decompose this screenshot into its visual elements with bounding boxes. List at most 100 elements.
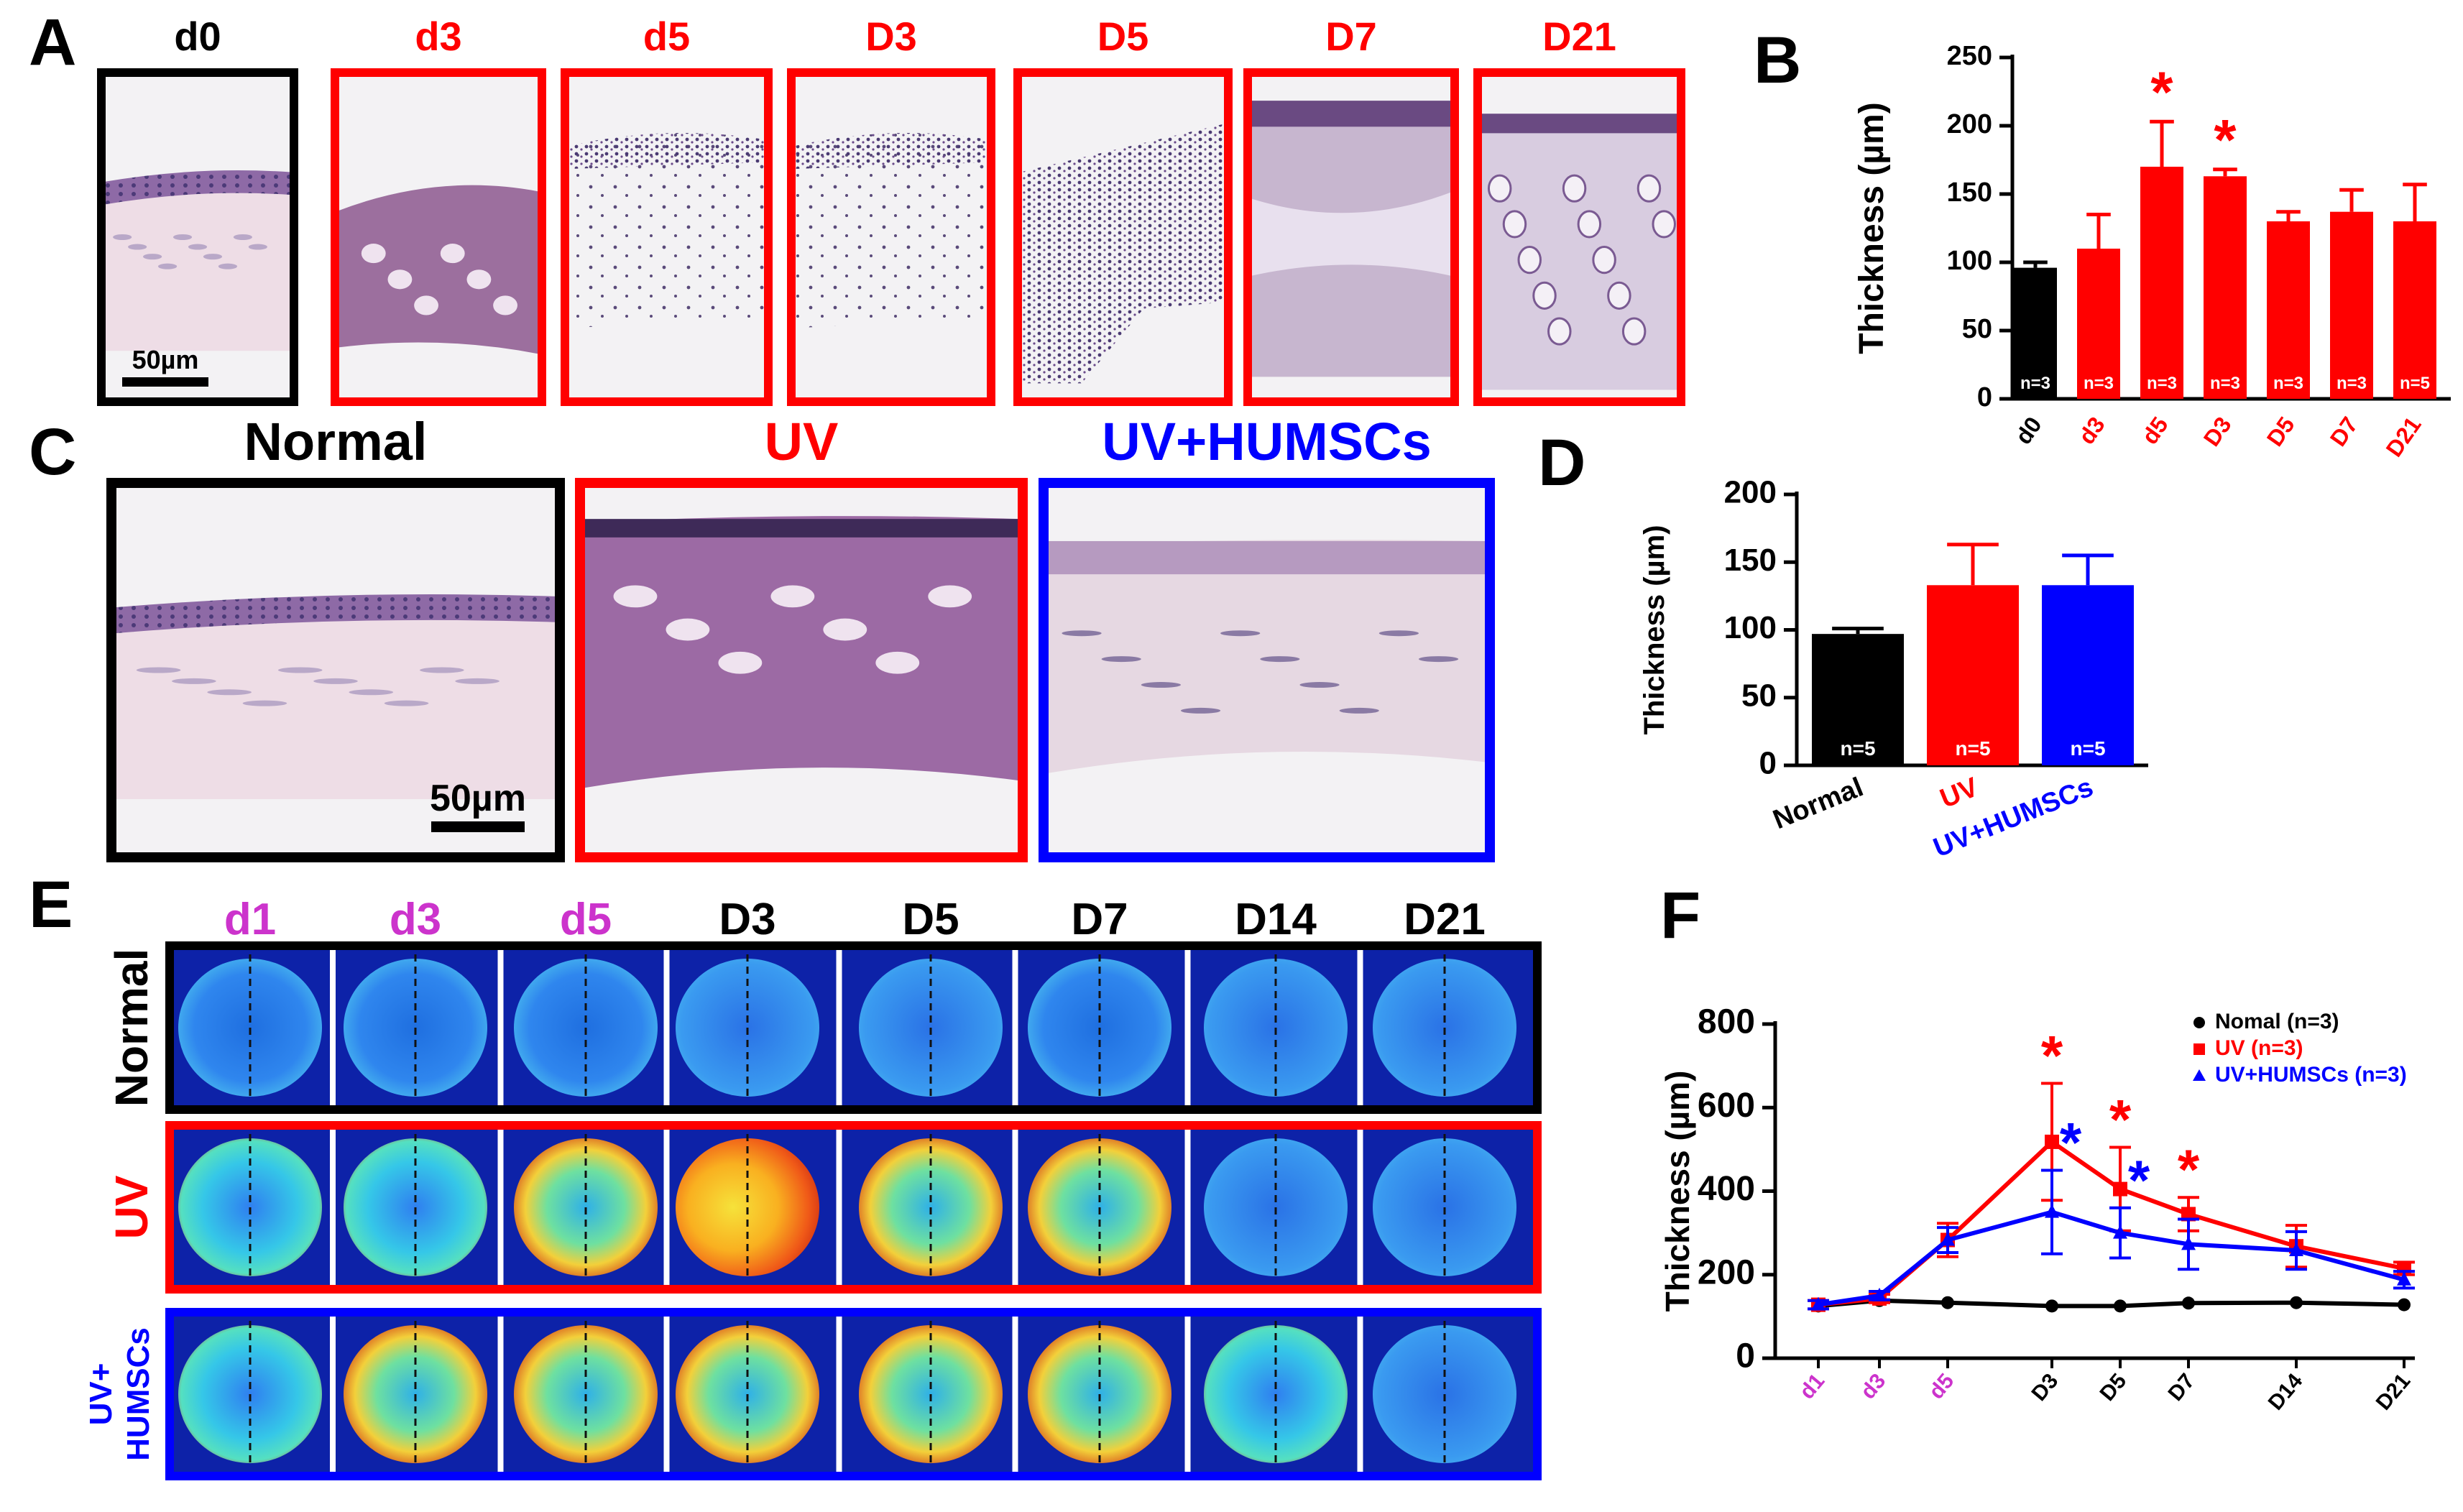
panel-a-label-d3: D3	[865, 14, 917, 59]
lacunar-space	[1502, 210, 1527, 239]
keratocyte-nucleus	[1180, 707, 1221, 714]
keratocyte-nucleus	[248, 244, 267, 250]
stroma-layer	[103, 188, 292, 351]
y-tick-label: 100	[1947, 246, 1992, 276]
swollen-stroma	[337, 185, 540, 354]
infiltrated-stroma	[567, 132, 766, 328]
legend-marker	[2193, 1043, 2205, 1055]
map-divider	[1012, 1125, 1018, 1289]
image-frame-d5	[1013, 68, 1233, 406]
y-tick-label: 600	[1698, 1087, 1755, 1125]
scale-bar-label: 50µm	[430, 778, 526, 819]
map-column-label: d3	[390, 895, 441, 944]
data-point	[2182, 1296, 2195, 1310]
image-frame-d3	[787, 68, 995, 406]
n-label: n=3	[2147, 374, 2177, 393]
series-line-0	[1818, 1298, 2405, 1309]
data-point	[2045, 1134, 2059, 1149]
image-frame-d5	[561, 68, 773, 406]
panel-a-label-d21: D21	[1542, 14, 1616, 59]
keratocyte-nucleus	[1101, 656, 1141, 663]
keratocyte-nucleus	[203, 254, 223, 260]
map-row-label: HUMSCs	[121, 1327, 156, 1461]
infiltrated-stroma	[793, 132, 989, 328]
map-divider	[330, 1312, 336, 1476]
n-label: n=3	[2084, 374, 2114, 393]
keratocyte-nucleus	[242, 700, 287, 706]
bar-uv-humscs	[2042, 585, 2134, 765]
map-divider	[330, 946, 336, 1110]
map-row-frame	[165, 1308, 1542, 1480]
epithelial-rim	[1250, 101, 1453, 127]
bar-d0	[2014, 267, 2057, 399]
lacunar-space	[1547, 317, 1572, 346]
map-divider	[1357, 946, 1363, 1110]
epithelial-rim	[1046, 540, 1487, 575]
uv-stroma	[583, 516, 1020, 788]
edema-space	[440, 244, 465, 264]
x-tick-label: D14	[2264, 1369, 2308, 1415]
map-row-frame	[165, 1121, 1542, 1294]
map-divider	[663, 1125, 670, 1289]
keratocyte-nucleus	[218, 263, 238, 269]
map-divider	[1184, 1125, 1191, 1289]
map-divider	[1012, 1312, 1018, 1476]
bar-d7	[2330, 211, 2373, 399]
panel-a-label-d0: d0	[174, 14, 221, 59]
legend-marker	[2193, 1017, 2205, 1028]
keratocyte-nucleus	[1378, 630, 1419, 637]
edema-space	[875, 651, 920, 674]
panel-letter-d: D	[1538, 426, 1585, 499]
keratocyte-nucleus	[349, 689, 394, 696]
epithelial-rim	[583, 519, 1020, 538]
panel-a-label-d5: D5	[1097, 14, 1149, 59]
bar-d3	[2077, 249, 2120, 399]
bar-uv	[1927, 585, 2019, 765]
image-frame-d0	[97, 68, 298, 406]
map-row-label: UV	[106, 1175, 157, 1239]
panel-a-label-d5: d5	[643, 14, 690, 59]
n-label: n=5	[1840, 737, 1875, 760]
legend-label: Nomal (n=3)	[2215, 1010, 2339, 1033]
panel-c-label-uv-humscs: UV+HUMSCs	[1102, 412, 1432, 471]
stroma-layer	[114, 614, 557, 800]
y-tick-label: 100	[1724, 610, 1777, 645]
panel-letter-b: B	[1754, 24, 1801, 97]
y-tick-label: 200	[1947, 109, 1992, 139]
category-label: D7	[2325, 412, 2363, 451]
lacy-stroma	[1480, 114, 1679, 390]
image-frame-normal	[106, 478, 565, 862]
data-point	[2181, 1236, 2196, 1250]
image-frame-d7	[1243, 68, 1459, 406]
map-divider	[497, 946, 504, 1110]
category-label: d3	[2073, 412, 2110, 448]
map-column-label: D21	[1404, 895, 1486, 944]
map-divider	[330, 1125, 336, 1289]
map-column-label: d1	[224, 895, 276, 944]
significance-star: *	[2060, 1110, 2082, 1174]
n-label: n=5	[2070, 737, 2105, 760]
cell-band	[793, 132, 989, 170]
keratocyte-nucleus	[313, 678, 358, 684]
keratocyte-nucleus	[1062, 630, 1102, 637]
lacunar-space	[1577, 210, 1602, 239]
data-point	[2045, 1299, 2058, 1313]
panel-a-label-d7: D7	[1325, 14, 1377, 59]
keratocyte-nucleus	[113, 234, 132, 240]
keratocyte-nucleus	[136, 667, 181, 673]
y-tick-label: 800	[1698, 1003, 1755, 1041]
keratocyte-nucleus	[1141, 682, 1181, 688]
edema-space	[493, 295, 517, 315]
x-tick-label: d5	[1925, 1369, 1959, 1403]
n-label: n=3	[2273, 374, 2303, 393]
image-frame-d21	[1473, 68, 1685, 406]
bar-d3	[2204, 176, 2247, 400]
y-tick-label: 150	[1947, 178, 1992, 208]
bar-d5	[2140, 167, 2183, 399]
lacunar-space	[1487, 174, 1512, 203]
edema-space	[928, 585, 972, 608]
map-column-label: D7	[1071, 895, 1128, 944]
panel-d-bar-chart: 0 50 100 150 200 Thickness (µm) n=5 Normal n=5 UV…	[1639, 475, 2148, 864]
category-label: Normal	[1769, 772, 1867, 835]
